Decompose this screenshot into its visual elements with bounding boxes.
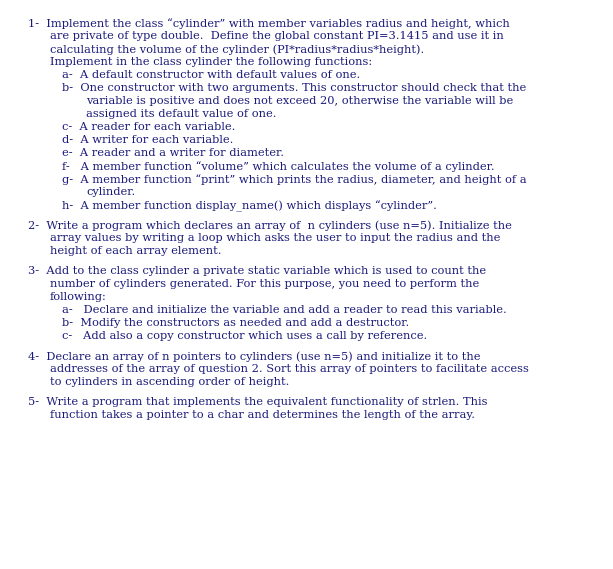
Text: height of each array element.: height of each array element. <box>50 246 221 256</box>
Text: addresses of the array of question 2. Sort this array of pointers to facilitate : addresses of the array of question 2. So… <box>50 364 529 374</box>
Text: a-  A default constructor with default values of one.: a- A default constructor with default va… <box>62 70 360 80</box>
Text: 4-  Declare an array of n pointers to cylinders (use n=5) and initialize it to t: 4- Declare an array of n pointers to cyl… <box>28 351 481 361</box>
Text: to cylinders in ascending order of height.: to cylinders in ascending order of heigh… <box>50 377 289 387</box>
Text: assigned its default value of one.: assigned its default value of one. <box>86 109 276 119</box>
Text: c-   Add also a copy constructor which uses a call by reference.: c- Add also a copy constructor which use… <box>62 331 427 341</box>
Text: function takes a pointer to a char and determines the length of the array.: function takes a pointer to a char and d… <box>50 410 475 420</box>
Text: g-  A member function “print” which prints the radius, diameter, and height of a: g- A member function “print” which print… <box>62 174 527 185</box>
Text: number of cylinders generated. For this purpose, you need to perform the: number of cylinders generated. For this … <box>50 279 479 289</box>
Text: f-   A member function “volume” which calculates the volume of a cylinder.: f- A member function “volume” which calc… <box>62 161 495 172</box>
Text: following:: following: <box>50 292 107 302</box>
Text: 5-  Write a program that implements the equivalent functionality of strlen. This: 5- Write a program that implements the e… <box>28 397 487 407</box>
Text: variable is positive and does not exceed 20, otherwise the variable will be: variable is positive and does not exceed… <box>86 96 513 106</box>
Text: 2-  Write a program which declares an array of  n cylinders (use n=5). Initializ: 2- Write a program which declares an arr… <box>28 220 512 230</box>
Text: 1-  Implement the class “cylinder” with member variables radius and height, whic: 1- Implement the class “cylinder” with m… <box>28 18 510 29</box>
Text: h-  A member function display_name() which displays “cylinder”.: h- A member function display_name() whic… <box>62 200 437 212</box>
Text: e-  A reader and a writer for diameter.: e- A reader and a writer for diameter. <box>62 148 284 158</box>
Text: are private of type double.  Define the global constant PI=3.1415 and use it in: are private of type double. Define the g… <box>50 31 504 41</box>
Text: a-   Declare and initialize the variable and add a reader to read this variable.: a- Declare and initialize the variable a… <box>62 305 507 315</box>
Text: Implement in the class cylinder the following functions:: Implement in the class cylinder the foll… <box>50 57 372 67</box>
Text: d-  A writer for each variable.: d- A writer for each variable. <box>62 135 234 145</box>
Text: array values by writing a loop which asks the user to input the radius and the: array values by writing a loop which ask… <box>50 233 500 243</box>
Text: b-  Modify the constructors as needed and add a destructor.: b- Modify the constructors as needed and… <box>62 318 409 328</box>
Text: b-  One constructor with two arguments. This constructor should check that the: b- One constructor with two arguments. T… <box>62 83 526 93</box>
Text: c-  A reader for each variable.: c- A reader for each variable. <box>62 122 235 132</box>
Text: calculating the volume of the cylinder (PI*radius*radius*height).: calculating the volume of the cylinder (… <box>50 44 424 55</box>
Text: 3-  Add to the class cylinder a private static variable which is used to count t: 3- Add to the class cylinder a private s… <box>28 266 486 276</box>
Text: cylinder.: cylinder. <box>86 187 135 197</box>
